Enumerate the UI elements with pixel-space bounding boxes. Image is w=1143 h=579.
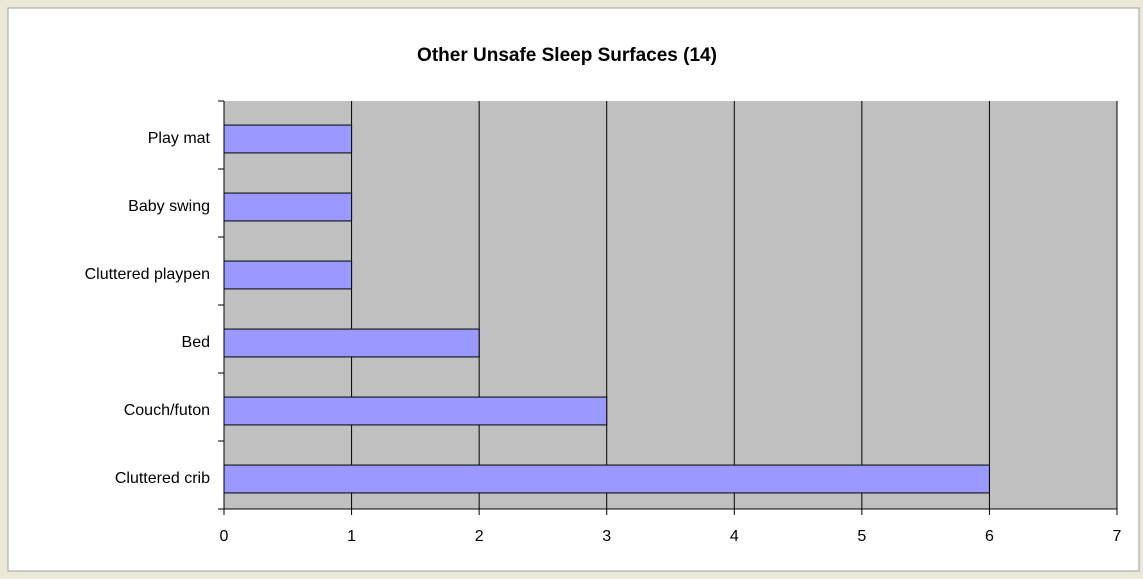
y-tick-label: Couch/futon [124, 402, 210, 419]
y-tick-label: Play mat [148, 130, 211, 147]
plot-area [224, 101, 1117, 509]
x-tick-label: 6 [985, 528, 994, 545]
y-tick-label: Baby swing [128, 198, 210, 215]
bar [223, 328, 480, 358]
chart-title: Other Unsafe Sleep Surfaces (14) [417, 45, 717, 66]
x-tick-label: 5 [857, 528, 866, 545]
x-tick-label: 3 [602, 528, 611, 545]
y-tick-label: Cluttered crib [115, 470, 210, 487]
x-tick-label: 4 [730, 528, 739, 545]
bar [223, 396, 608, 426]
y-tick-label: Cluttered playpen [85, 266, 210, 283]
bar [223, 124, 353, 154]
bar [223, 260, 353, 290]
bar [223, 464, 990, 494]
bar [223, 192, 353, 222]
x-tick-label: 7 [1113, 528, 1122, 545]
y-tick-label: Bed [182, 334, 210, 351]
x-tick-label: 0 [220, 528, 229, 545]
x-tick-label: 1 [347, 528, 356, 545]
x-tick-label: 2 [475, 528, 484, 545]
